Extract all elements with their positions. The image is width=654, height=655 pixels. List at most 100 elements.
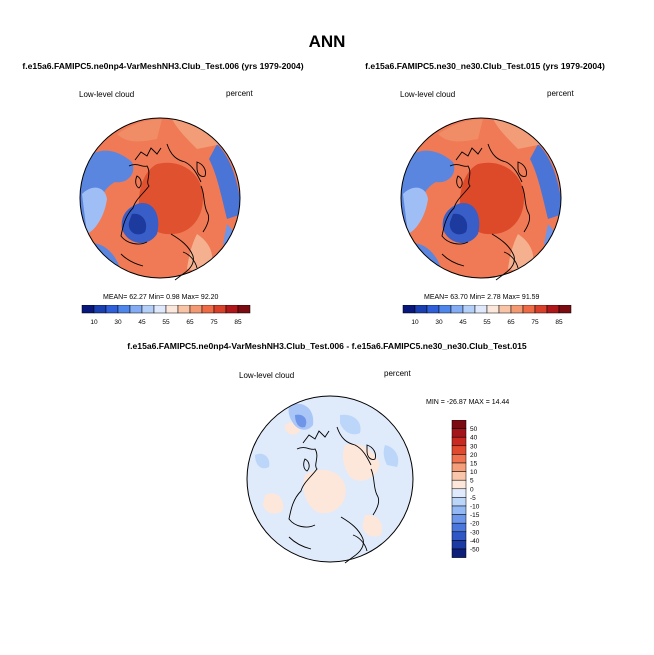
right-colorbar-box xyxy=(510,305,524,314)
diff-colorbar-tick-label: -15 xyxy=(470,512,480,519)
diff-colorbar-box xyxy=(451,420,467,429)
left-min-label: Min= xyxy=(148,294,165,301)
diff-colorbar-tick-label: -30 xyxy=(470,529,480,536)
right-panel-title: f.e15a6.FAMIPC5.ne30_ne30.Club_Test.015 … xyxy=(365,61,605,71)
right-colorbar-box xyxy=(450,305,464,314)
diff-variable-label: Low-level cloud xyxy=(239,371,295,380)
diff-colorbar-tick-label: -50 xyxy=(470,547,480,554)
diff-colorbar-box xyxy=(451,548,467,558)
left-max-label: Max= xyxy=(181,294,199,301)
left-colorbar-box xyxy=(141,305,155,314)
left-colorbar-box xyxy=(153,305,167,314)
right-colorbar-tick-label: 45 xyxy=(459,319,467,326)
diff-colorbar-tick-label: -20 xyxy=(470,521,480,528)
diff-colorbar-box xyxy=(451,454,467,464)
diff-colorbar-box xyxy=(451,428,467,438)
left-stats: MEAN= 62.27 Min= 0.98 Max= 92.20 xyxy=(103,294,218,301)
right-colorbar-tick-label: 85 xyxy=(555,319,563,326)
left-colorbar-box xyxy=(225,305,239,314)
diff-coastline-contours xyxy=(288,426,380,564)
right-mean-label: MEAN= xyxy=(424,294,449,301)
left-mean-value: 62.27 xyxy=(129,294,147,301)
left-colorbar-box xyxy=(201,305,215,314)
right-variable-label: Low-level cloud xyxy=(400,90,456,99)
right-colorbar-tick-label: 10 xyxy=(411,319,419,326)
diff-stats: MIN = -26.87 MAX = 14.44 xyxy=(426,399,510,406)
diff-colorbar-tick-label: 0 xyxy=(470,486,474,493)
diff-colorbar-tick-label: 15 xyxy=(470,461,478,468)
right-polar-map xyxy=(400,117,562,281)
diff-colorbar-tick-label: 20 xyxy=(470,452,478,459)
left-max-value: 92.20 xyxy=(200,294,219,301)
right-colorbar-box xyxy=(438,305,452,314)
left-colorbar-box xyxy=(105,305,119,314)
diff-colorbar-box xyxy=(451,488,467,498)
right-colorbar-box xyxy=(426,305,440,314)
diff-colorbar-box xyxy=(451,497,467,507)
diff-colorbar-tick-label: -5 xyxy=(470,495,476,502)
left-colorbar-tick-label: 10 xyxy=(90,319,98,326)
right-min-label: Min= xyxy=(469,294,486,301)
left-colorbar-box xyxy=(237,305,251,314)
right-colorbar-box xyxy=(486,305,500,314)
left-colorbar-box xyxy=(129,305,143,314)
diff-colorbar-box xyxy=(451,540,467,550)
right-colorbar-box xyxy=(522,305,536,314)
diff-colorbar-box xyxy=(451,462,467,472)
left-colorbar-box xyxy=(189,305,203,314)
right-colorbar-box xyxy=(558,305,572,314)
right-colorbar: 1030455565758595 xyxy=(402,305,572,326)
main-title: ANN xyxy=(308,32,346,51)
right-colorbar-tick-label: 30 xyxy=(435,319,443,326)
left-colorbar-box xyxy=(165,305,179,314)
map-outline xyxy=(79,117,241,279)
left-colorbar-tick-label: 85 xyxy=(234,319,242,326)
diff-colorbar-box xyxy=(451,436,467,447)
diff-units-label: percent xyxy=(384,369,411,378)
diff-panel-title: f.e15a6.FAMIPC5.ne0np4-VarMeshNH3.Club_T… xyxy=(127,341,527,351)
diff-colorbar-tick-label: 10 xyxy=(470,469,478,476)
diff-colorbar-box xyxy=(451,505,467,515)
right-colorbar-tick-label: 75 xyxy=(531,319,539,326)
diff-colorbar-box xyxy=(451,445,467,455)
left-colorbar-box xyxy=(93,305,107,314)
left-colorbar-box xyxy=(177,305,191,314)
left-colorbar-tick-label: 30 xyxy=(114,319,122,326)
right-max-value: 91.59 xyxy=(521,294,540,301)
right-stats: MEAN= 63.70 Min= 2.78 Max= 91.59 xyxy=(424,294,539,301)
diff-colorbar-tick-label: 5 xyxy=(470,478,474,485)
diff-colorbar-box xyxy=(451,471,467,481)
right-colorbar-box xyxy=(546,305,560,314)
diff-colorbar-tick-label: 30 xyxy=(470,443,478,450)
left-colorbar-box xyxy=(81,305,95,314)
left-colorbar-tick-label: 75 xyxy=(210,319,218,326)
left-colorbar-tick-label: 45 xyxy=(138,319,146,326)
left-colorbar: 1030455565758595 xyxy=(81,305,251,326)
diff-colorbar-tick-label: -40 xyxy=(470,538,480,545)
right-max-label: Max= xyxy=(502,294,520,301)
right-colorbar-box xyxy=(462,305,476,314)
right-colorbar-tick-label: 65 xyxy=(507,319,515,326)
right-colorbar-box xyxy=(402,305,416,314)
left-colorbar-tick-label: 65 xyxy=(186,319,194,326)
right-mean-value: 63.70 xyxy=(450,294,468,301)
left-polar-map xyxy=(79,117,241,281)
left-mean-label: MEAN= xyxy=(103,294,128,301)
diff-colorbar-box xyxy=(451,522,467,533)
diff-colorbar-tick-label: -10 xyxy=(470,504,480,511)
coastline-contours xyxy=(120,143,210,281)
left-colorbar-box xyxy=(213,305,227,314)
right-colorbar-box xyxy=(414,305,428,314)
right-min-value: 2.78 xyxy=(487,294,501,301)
diff-colorbar-box xyxy=(451,479,467,490)
diff-colorbar-box xyxy=(451,531,467,541)
right-units-label: percent xyxy=(547,89,574,98)
left-colorbar-tick-label: 55 xyxy=(162,319,170,326)
diff-colorbar-tick-label: 40 xyxy=(470,435,478,442)
left-colorbar-box xyxy=(117,305,131,314)
diff-colorbar-tick-label: 50 xyxy=(470,426,478,433)
left-variable-label: Low-level cloud xyxy=(79,90,135,99)
diff-colorbar-box xyxy=(451,514,467,524)
left-units-label: percent xyxy=(226,89,253,98)
